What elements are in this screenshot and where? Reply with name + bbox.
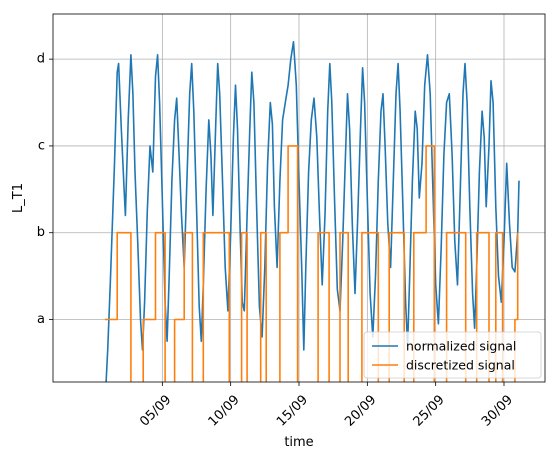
x-tick-label: 30/09 [479, 392, 516, 429]
y-tick-label: d [37, 52, 45, 67]
series-line-0 [105, 41, 520, 382]
legend-label: normalized signal [406, 339, 516, 354]
x-axis-label: time [284, 435, 313, 450]
x-tick-label: 15/09 [274, 392, 311, 429]
y-tick-label: a [37, 312, 45, 327]
legend-label: discretized signal [406, 358, 515, 373]
legend: normalized signal discretized signal [363, 331, 542, 379]
y-tick-label: b [37, 225, 45, 240]
series-line-1 [104, 145, 519, 382]
x-tick-label: 25/09 [411, 392, 448, 429]
series-layer [104, 41, 520, 382]
legend-box [363, 331, 542, 379]
x-tick-label: 05/09 [137, 392, 174, 429]
x-tick-label: 20/09 [342, 392, 379, 429]
y-tick-label: c [38, 138, 45, 153]
y-axis-label: L_T1 [11, 183, 26, 213]
x-tick-label: 10/09 [206, 392, 243, 429]
